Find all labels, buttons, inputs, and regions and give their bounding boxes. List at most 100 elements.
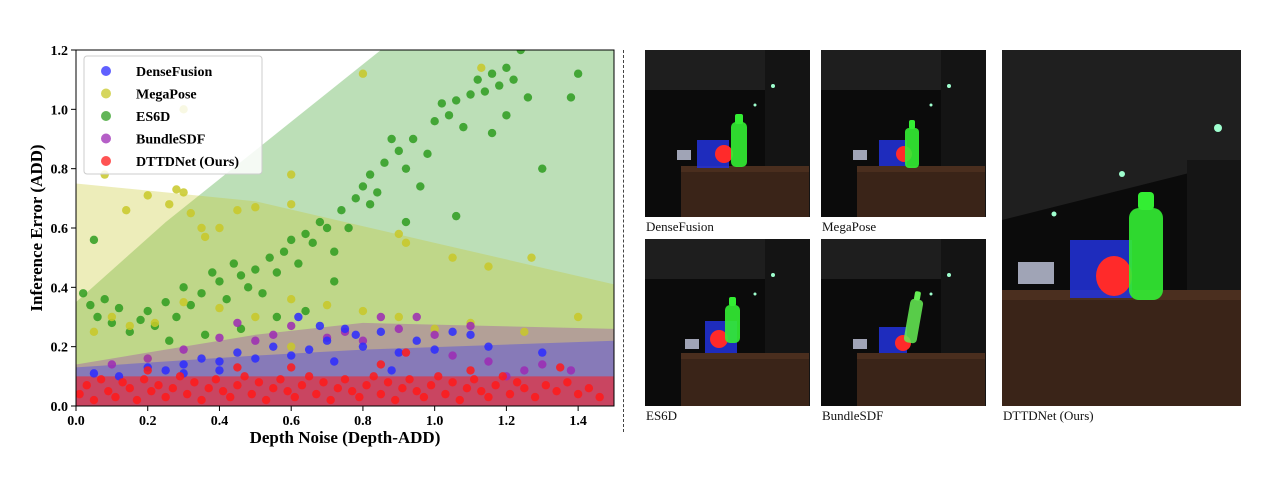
point-s1-25 [150,318,160,328]
legend-marker-1 [101,88,111,99]
point-s0-27 [387,366,396,375]
point-s4-20 [218,386,228,396]
point-s4-67 [573,389,583,399]
point-s2-62 [566,93,576,102]
point-s1-2 [143,191,152,200]
band-1 [76,183,614,406]
band-4 [76,376,614,406]
point-s0-19 [430,345,439,354]
point-s2-56 [495,81,504,90]
point-s2-0 [78,289,88,298]
panel-es6d [645,239,810,406]
point-s2-18 [222,295,231,304]
point-s2-21 [243,283,253,292]
point-s2-16 [208,268,217,277]
legend-marker-0 [101,66,111,76]
point-s0-3 [161,366,170,375]
point-s2-11 [161,297,170,307]
legend-marker-3 [101,133,111,144]
point-s4-47 [412,386,421,396]
point-s0-23 [538,348,547,357]
point-s0-8 [251,354,260,363]
x-tick-label: 0.2 [139,414,157,429]
point-s2-23 [258,289,267,298]
point-s3-4 [233,318,242,328]
point-s2-26 [279,247,289,256]
point-s1-28 [251,312,260,322]
point-s4-45 [398,384,407,393]
point-s1-5 [179,188,188,197]
section-divider [623,50,624,432]
point-s2-42 [394,146,403,156]
point-s0-5 [197,354,206,363]
point-s4-19 [211,375,221,384]
point-s2-74 [165,336,174,345]
point-s0-15 [358,342,368,351]
point-s1-29 [287,295,296,304]
point-s4-12 [161,392,170,402]
point-s0-6 [215,357,224,366]
point-s2-6 [114,303,124,313]
point-s2-22 [251,265,260,274]
point-s2-52 [466,90,475,99]
point-s4-22 [233,381,242,390]
point-s0-16 [376,327,386,337]
point-s4-56 [477,386,486,396]
point-s4-44 [391,395,400,405]
point-s1-4 [172,185,181,194]
point-s3-17 [520,366,529,375]
y-tick-label: 0.4 [51,281,69,296]
point-s3-10 [358,336,368,345]
point-s3-1 [143,354,152,363]
point-s4-35 [326,395,335,405]
point-s2-67 [401,217,411,227]
point-s2-38 [365,170,375,179]
point-s0-18 [412,336,421,345]
scene-image [821,239,986,406]
caption-densefusion: DenseFusion [646,219,714,234]
point-s0-22 [484,342,493,351]
point-s1-12 [287,200,296,209]
point-s4-24 [247,389,256,399]
point-s4-17 [197,395,206,405]
point-s2-53 [473,75,482,84]
point-s2-19 [229,259,239,268]
point-s4-31 [297,381,307,390]
point-s4-6 [118,378,127,387]
point-s1-6 [186,208,195,218]
point-s3-2 [179,345,188,354]
point-s0-24 [294,312,303,322]
point-s4-60 [505,389,515,399]
point-s4-25 [254,378,264,387]
point-s4-71 [401,348,411,357]
point-s2-50 [451,96,461,105]
panel-dttdnet [1002,50,1241,406]
point-s4-54 [462,384,472,393]
point-s0-7 [233,348,242,357]
point-s4-65 [552,386,561,396]
point-s1-9 [358,69,368,78]
point-s2-49 [444,111,454,120]
point-s2-25 [272,268,282,277]
point-s2-60 [523,93,533,102]
legend: DenseFusion MegaPose ES6D BundleSDF DTTDNet … [83,55,263,175]
x-tick-label: 0.6 [282,414,300,429]
point-s1-24 [125,321,134,331]
legend-label-4: DTTDNet (Ours) [136,155,239,170]
point-s2-44 [408,134,418,144]
point-s3-6 [269,330,278,339]
point-s4-76 [466,366,475,375]
scene-image [645,239,810,406]
legend-label-0: DenseFusion [136,65,212,80]
point-s4-33 [312,389,321,399]
point-s3-0 [107,360,117,369]
point-s4-57 [484,392,493,402]
point-s4-3 [96,375,106,384]
point-s3-11 [394,324,403,334]
point-s4-30 [290,392,299,402]
point-s2-55 [487,69,497,78]
point-s4-4 [104,386,113,396]
point-s4-41 [369,372,378,381]
point-s4-42 [376,389,386,399]
point-s2-36 [351,194,360,203]
